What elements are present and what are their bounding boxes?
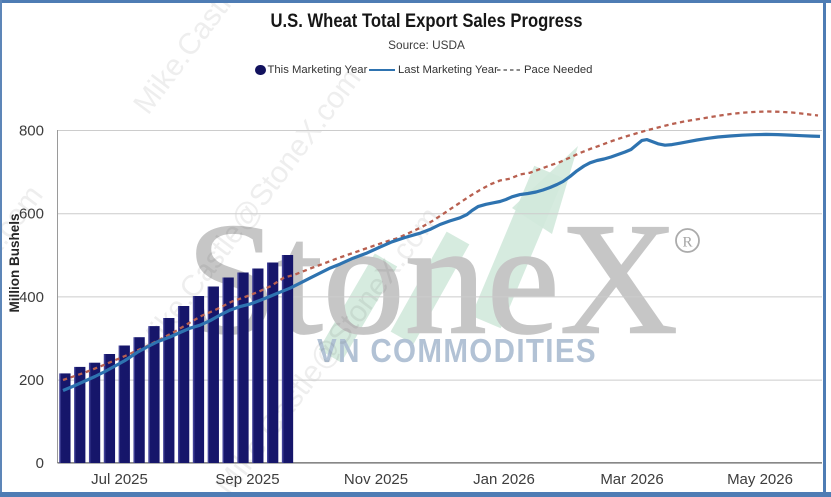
svg-text:Mar 2026: Mar 2026 [600, 471, 663, 488]
svg-text:800: 800 [19, 123, 44, 140]
svg-text:Nov 2025: Nov 2025 [344, 471, 408, 488]
svg-text:Jan 2026: Jan 2026 [473, 471, 535, 488]
svg-text:May 2026: May 2026 [727, 471, 793, 488]
svg-text:600: 600 [19, 206, 44, 223]
svg-text:Sep 2025: Sep 2025 [215, 471, 279, 488]
svg-text:0: 0 [36, 455, 44, 472]
svg-text:200: 200 [19, 372, 44, 389]
svg-text:Jul 2025: Jul 2025 [91, 471, 148, 488]
svg-text:400: 400 [19, 289, 44, 306]
svg-text:R: R [682, 235, 692, 251]
svg-text:VN COMMODITIES: VN COMMODITIES [317, 332, 597, 369]
